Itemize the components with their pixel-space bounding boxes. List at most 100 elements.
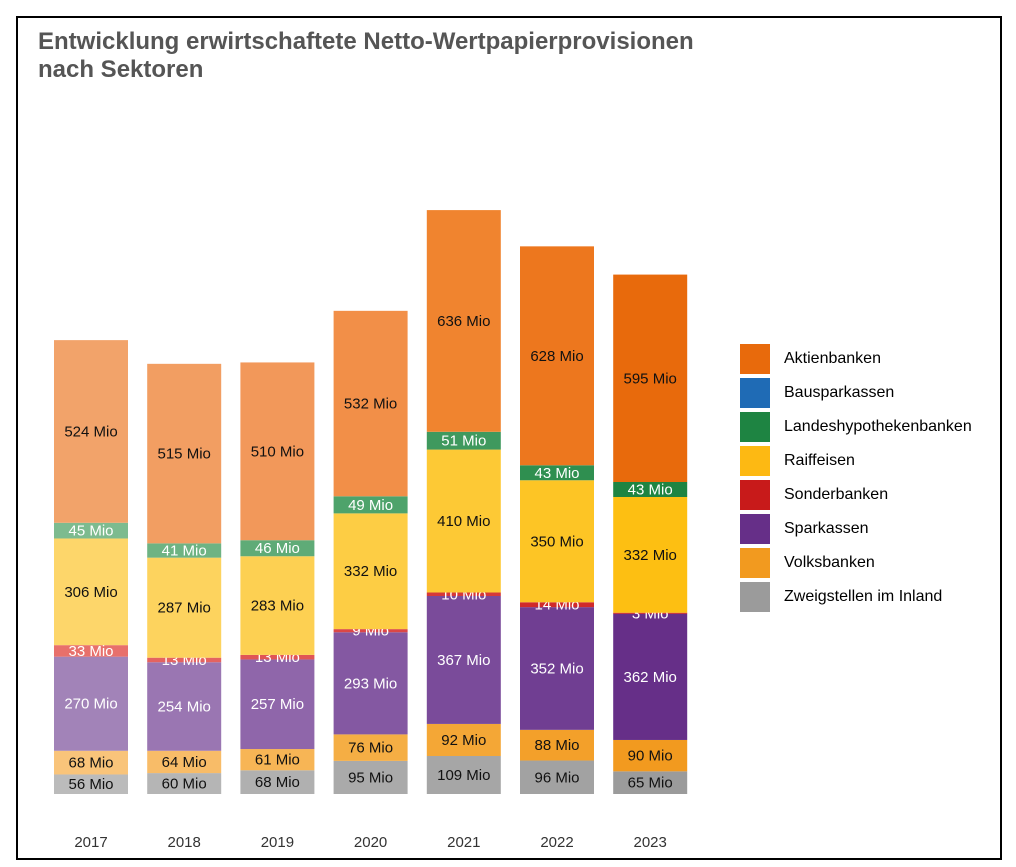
bar-segment-aktienbanken-2019 (240, 362, 315, 541)
chart-title-line1: Entwicklung erwirtschaftete Netto-Wertpa… (38, 28, 694, 55)
bar-segment-landeshypothekenbanken-2020 (333, 496, 408, 514)
data-label-volksbanken-2021: 92 Mio (441, 732, 486, 749)
legend-label: Sparkassen (784, 520, 869, 537)
data-label-zweigstellen-im-inland-2022: 96 Mio (534, 769, 579, 786)
data-label-zweigstellen-im-inland-2018: 60 Mio (162, 776, 207, 793)
bar-segment-sparkassen-2020 (333, 632, 408, 735)
data-label-raiffeisen-2020: 332 Mio (344, 563, 397, 580)
x-tick-label-2019: 2019 (261, 834, 294, 851)
data-label-raiffeisen-2023: 332 Mio (624, 547, 677, 564)
bar-segment-zweigstellen-im-inland-2019 (240, 770, 315, 794)
bar-segment-volksbanken-2021 (426, 723, 501, 757)
data-label-raiffeisen-2021: 410 Mio (437, 513, 490, 530)
bar-segment-landeshypothekenbanken-2018 (147, 543, 222, 558)
bar-segment-volksbanken-2019 (240, 749, 315, 771)
data-label-landeshypothekenbanken-2023: 43 Mio (628, 481, 673, 498)
bar-segment-landeshypothekenbanken-2017 (54, 522, 128, 539)
data-label-volksbanken-2018: 64 Mio (162, 754, 207, 771)
data-label-sparkassen-2018: 254 Mio (158, 699, 211, 716)
legend-item-sonderbanken: Sonderbanken (740, 478, 972, 512)
bar-segment-raiffeisen-2018 (147, 557, 222, 658)
data-label-landeshypothekenbanken-2019: 46 Mio (255, 540, 300, 557)
legend-item-bausparkassen: Bausparkassen (740, 376, 972, 410)
bar-segment-sonderbanken-2021 (426, 592, 501, 596)
data-label-zweigstellen-im-inland-2020: 95 Mio (348, 769, 393, 786)
data-label-sparkassen-2020: 293 Mio (344, 675, 397, 692)
data-label-aktienbanken-2018: 515 Mio (158, 446, 211, 463)
bar-segment-aktienbanken-2022 (520, 246, 594, 466)
legend-swatch (740, 548, 770, 578)
bar-segment-volksbanken-2023 (613, 739, 688, 772)
legend-swatch (740, 446, 770, 476)
bar-segment-zweigstellen-im-inland-2018 (147, 773, 222, 794)
data-label-volksbanken-2020: 76 Mio (348, 740, 393, 757)
bar-segment-raiffeisen-2019 (240, 556, 315, 655)
x-tick-label-2022: 2022 (540, 834, 573, 851)
x-tick-label-2017: 2017 (74, 834, 107, 851)
legend-item-landeshypothekenbanken: Landeshypothekenbanken (740, 410, 972, 444)
bar-segment-landeshypothekenbanken-2022 (520, 465, 594, 481)
bar-segment-sonderbanken-2018 (147, 657, 222, 663)
bar-segment-zweigstellen-im-inland-2020 (333, 760, 408, 794)
data-label-zweigstellen-im-inland-2021: 109 Mio (437, 767, 490, 784)
data-label-aktienbanken-2020: 532 Mio (344, 396, 397, 413)
legend-swatch (740, 412, 770, 442)
data-label-volksbanken-2019: 61 Mio (255, 752, 300, 769)
x-tick-label-2021: 2021 (447, 834, 480, 851)
data-label-landeshypothekenbanken-2018: 41 Mio (162, 543, 207, 560)
bar-segment-aktienbanken-2018 (147, 363, 222, 544)
legend-label: Zweigstellen im Inland (784, 588, 943, 605)
data-label-aktienbanken-2022: 628 Mio (530, 348, 583, 365)
bar-segment-sonderbanken-2022 (520, 602, 594, 608)
bar-segment-zweigstellen-im-inland-2023 (613, 771, 688, 794)
data-label-aktienbanken-2019: 510 Mio (251, 443, 304, 460)
stacked-bar-chart: 56 Mio 68 Mio 270 Mio 33 Mio 306 Mio 45 Mio 52… (54, 210, 688, 851)
bar-segment-volksbanken-2020 (333, 734, 408, 761)
legend-item-sparkassen: Sparkassen (740, 512, 972, 546)
data-label-sparkassen-2019: 257 Mio (251, 696, 304, 713)
bar-segment-aktienbanken-2023 (613, 274, 688, 483)
chart-legend: Aktienbanken Bausparkassen Landeshypotheke… (740, 342, 972, 614)
bar-segment-raiffeisen-2020 (333, 513, 408, 630)
legend-item-aktienbanken: Aktienbanken (740, 342, 972, 376)
legend-swatch (740, 514, 770, 544)
data-label-landeshypothekenbanken-2020: 49 Mio (348, 497, 393, 514)
bar-segment-volksbanken-2022 (520, 729, 594, 761)
bar-segment-raiffeisen-2021 (426, 449, 501, 593)
chart-frame: Entwicklung erwirtschaftete Netto-Wertpa… (16, 16, 1002, 860)
x-tick-label-2023: 2023 (634, 834, 667, 851)
bar-segment-zweigstellen-im-inland-2021 (426, 756, 501, 794)
bar-segment-sparkassen-2017 (54, 656, 128, 751)
legend-item-zweigstellen-im-inland: Zweigstellen im Inland (740, 580, 972, 614)
x-tick-label-2018: 2018 (168, 834, 201, 851)
bar-segment-raiffeisen-2023 (613, 496, 688, 613)
data-label-zweigstellen-im-inland-2017: 56 Mio (68, 776, 113, 793)
bar-segment-volksbanken-2018 (147, 750, 222, 774)
bar-segment-landeshypothekenbanken-2023 (613, 482, 688, 497)
legend-swatch (740, 344, 770, 374)
data-label-raiffeisen-2017: 306 Mio (64, 584, 117, 601)
bar-segment-sparkassen-2023 (613, 613, 688, 740)
data-label-zweigstellen-im-inland-2023: 65 Mio (628, 775, 673, 792)
data-label-sparkassen-2017: 270 Mio (64, 696, 117, 713)
x-tick-label-2020: 2020 (354, 834, 387, 851)
bar-segment-sonderbanken-2023 (613, 612, 688, 614)
bar-segment-zweigstellen-im-inland-2022 (520, 760, 594, 794)
bar-segment-aktienbanken-2021 (426, 210, 501, 432)
data-label-landeshypothekenbanken-2021: 51 Mio (441, 433, 486, 450)
data-label-landeshypothekenbanken-2022: 43 Mio (534, 465, 579, 482)
legend-swatch (740, 378, 770, 408)
legend-label: Bausparkassen (784, 384, 895, 401)
bar-segment-sparkassen-2022 (520, 607, 594, 730)
legend-swatch (740, 480, 770, 510)
data-label-raiffeisen-2019: 283 Mio (251, 598, 304, 615)
bar-segment-sparkassen-2018 (147, 662, 222, 751)
bar-segment-sonderbanken-2017 (54, 645, 128, 657)
data-label-raiffeisen-2018: 287 Mio (158, 600, 211, 617)
data-label-raiffeisen-2022: 350 Mio (530, 533, 583, 550)
bar-segment-sparkassen-2021 (426, 595, 501, 724)
bar-segment-sonderbanken-2019 (240, 654, 315, 660)
data-label-landeshypothekenbanken-2017: 45 Mio (68, 523, 113, 540)
bar-segment-zweigstellen-im-inland-2017 (54, 774, 128, 794)
data-label-sonderbanken-2017: 33 Mio (68, 643, 113, 660)
